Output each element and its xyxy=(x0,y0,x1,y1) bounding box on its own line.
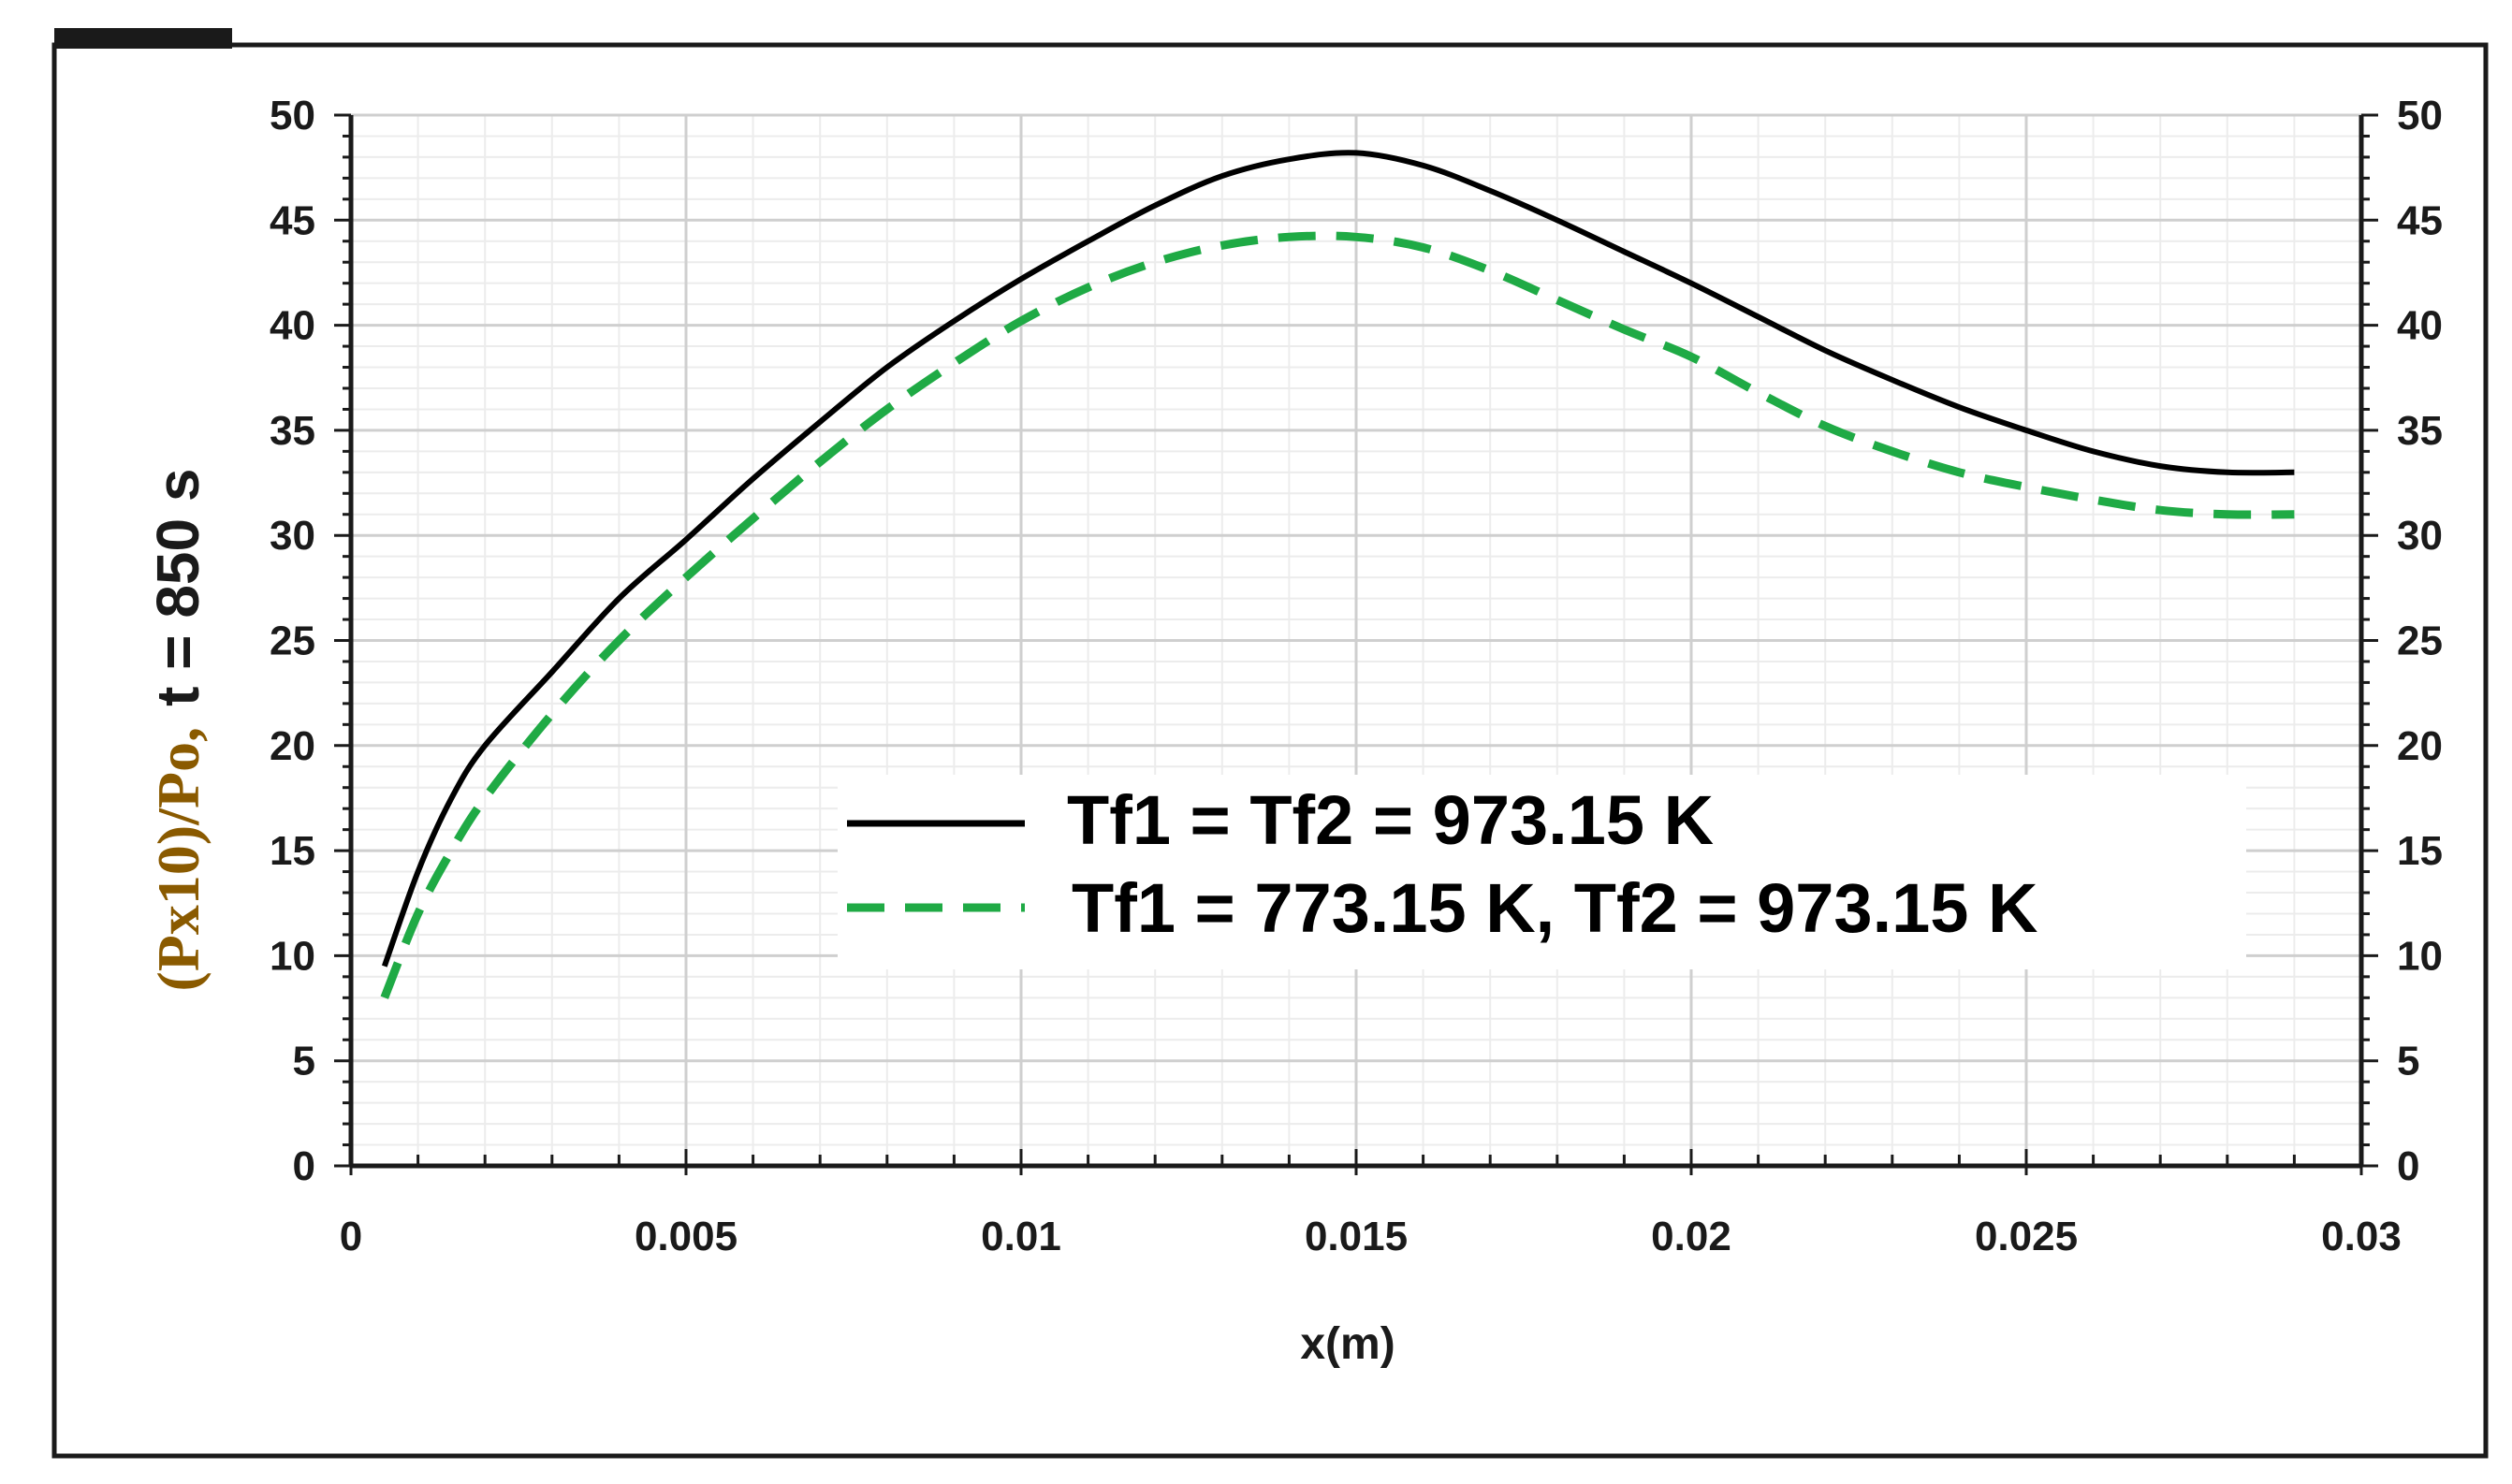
left-y-tick-label: 5 xyxy=(293,1039,315,1084)
y-axis-title-condition: t = 850 s xyxy=(144,469,212,706)
series-group xyxy=(380,150,2295,999)
x-tick-label: 0 xyxy=(340,1214,362,1259)
left-y-tick-label: 45 xyxy=(270,197,315,243)
left-y-tick-labels: 0 5 10 15 20 25 30 35 40 45 50 xyxy=(270,93,315,1189)
right-y-tick-label: 25 xyxy=(2397,618,2443,664)
x-tick-label: 0.025 xyxy=(1975,1214,2078,1259)
x-tick-label: 0.01 xyxy=(981,1214,1061,1259)
figure-frame xyxy=(51,42,2489,1459)
right-y-tick-label: 10 xyxy=(2397,933,2443,979)
left-y-tick-label: 10 xyxy=(270,933,315,979)
right-y-tick-label: 15 xyxy=(2397,828,2443,874)
left-y-tick-label: 25 xyxy=(270,618,315,664)
right-y-tick-label: 30 xyxy=(2397,513,2443,559)
right-y-tick-label: 5 xyxy=(2397,1039,2419,1084)
x-tick-labels: 0 0.005 0.01 0.015 0.02 0.025 0.03 xyxy=(340,1214,2402,1259)
x-tick-label: 0.02 xyxy=(1651,1214,1731,1259)
legend-label-series-2: Tf1 = 773.15 K, Tf2 = 973.15 K xyxy=(1072,869,2037,947)
left-y-tick-label: 15 xyxy=(270,828,315,874)
x-axis-title: x(m) xyxy=(1300,1319,1395,1369)
series-line-2 xyxy=(380,231,2295,999)
left-y-tick-label: 50 xyxy=(270,93,315,138)
right-y-tick-label: 50 xyxy=(2397,93,2443,138)
legend: Tf1 = Tf2 = 973.15 K Tf1 = 773.15 K, Tf2… xyxy=(838,775,2246,969)
legend-label-series-1: Tf1 = Tf2 = 973.15 K xyxy=(1067,781,1714,859)
right-y-tick-label: 40 xyxy=(2397,303,2443,349)
x-tick-label: 0.03 xyxy=(2321,1214,2402,1259)
right-y-tick-label: 0 xyxy=(2397,1143,2419,1189)
legend-box xyxy=(838,775,2246,969)
y-axis-title: (Px10)/Po, t = 850 s xyxy=(144,469,212,992)
x-tick-label: 0.015 xyxy=(1305,1214,1408,1259)
frame-top-notch xyxy=(54,28,232,49)
y-axis-title-quantity: (Px10)/Po, xyxy=(145,727,212,992)
right-y-tick-label: 35 xyxy=(2397,408,2443,454)
left-y-tick-label: 20 xyxy=(270,723,315,769)
left-y-tick-label: 40 xyxy=(270,303,315,349)
left-y-tick-label: 0 xyxy=(293,1143,315,1189)
major-grid xyxy=(351,113,2361,1166)
right-y-tick-label: 45 xyxy=(2397,197,2443,243)
left-y-tick-label: 35 xyxy=(270,408,315,454)
left-y-tick-label: 30 xyxy=(270,513,315,559)
right-y-tick-labels: 0 5 10 15 20 25 30 35 40 45 50 xyxy=(2397,93,2443,1189)
right-y-tick-label: 20 xyxy=(2397,723,2443,769)
x-tick-label: 0.005 xyxy=(635,1214,738,1259)
series-line-1 xyxy=(381,150,2295,968)
axis-ticks xyxy=(334,113,2378,1175)
